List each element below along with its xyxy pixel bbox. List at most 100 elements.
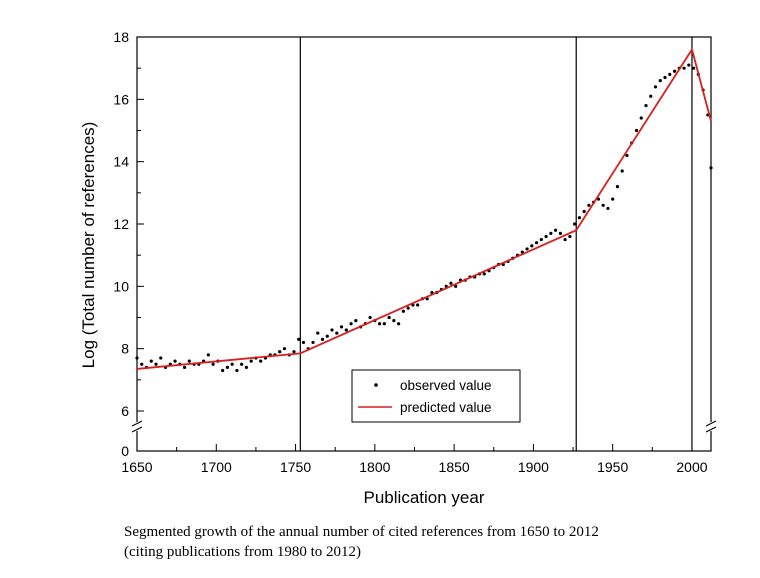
observed-point: [292, 350, 296, 354]
observed-point: [534, 241, 539, 245]
plot-area: 0 6 8 10 12 14 16 18 1650 1700 1750 1800 1850 1900 195…: [113, 29, 717, 475]
legend-predicted-label: predicted value: [400, 400, 492, 415]
observed-point: [401, 309, 405, 313]
predicted-line: [136, 47, 712, 370]
observed-point: [454, 284, 458, 288]
observed-point: [658, 79, 662, 83]
y-tick-label: 12: [113, 216, 129, 232]
observed-point: [709, 166, 713, 170]
observed-point: [691, 66, 696, 70]
observed-point: [349, 322, 353, 326]
observed-point: [582, 209, 586, 214]
observed-point: [382, 322, 386, 326]
observed-point: [339, 325, 344, 329]
observed-point: [520, 250, 524, 254]
observed-point: [392, 319, 396, 323]
observed-point: [135, 356, 139, 360]
observed-point: [235, 368, 239, 373]
observed-point: [173, 359, 177, 363]
observed-point: [225, 365, 229, 369]
observed-point: [682, 66, 686, 70]
observed-point: [325, 334, 329, 338]
observed-point: [672, 69, 677, 73]
observed-point: [149, 359, 153, 363]
observed-point: [668, 72, 672, 76]
observed-point: [368, 315, 372, 320]
y-tick-label: 10: [113, 278, 129, 294]
axis-break-mark-bottom-2: [705, 426, 717, 433]
legend-observed-marker: [374, 383, 378, 387]
observed-point: [544, 234, 548, 239]
observed-point: [587, 203, 591, 207]
x-tick-label: 1800: [359, 459, 390, 475]
x-tick-label: 1700: [201, 459, 232, 475]
legend-observed-label: observed value: [400, 378, 492, 393]
observed-point: [644, 103, 648, 108]
observed-point: [577, 216, 581, 220]
observed-point: [221, 368, 225, 373]
observed-point: [154, 362, 158, 366]
observed-point: [320, 337, 325, 341]
observed-point: [301, 340, 306, 345]
observed-point: [378, 322, 382, 326]
y-tick-label: 14: [113, 154, 129, 170]
observed-point: [416, 303, 420, 307]
observed-point: [406, 306, 410, 310]
axis-break-mark-top-1: [131, 420, 143, 427]
x-tick-label: 1900: [518, 459, 549, 475]
caption-line-1: Segmented growth of the annual number of…: [124, 524, 599, 540]
observed-point: [573, 222, 577, 226]
observed-point: [397, 322, 401, 326]
observed-point: [282, 347, 287, 351]
observed-point: [187, 359, 191, 363]
y-axis-title: Log (Total number of references): [79, 122, 98, 369]
observed-point: [615, 185, 620, 189]
y-axis-title-text: Log (Total number of references): [79, 122, 98, 369]
y-tick-label: 6: [121, 403, 129, 419]
legend-box: [351, 369, 521, 423]
y-tick-label: 0: [121, 443, 129, 459]
caption-line-2: (citing publications from 1980 to 2012): [124, 544, 362, 560]
observed-point: [259, 359, 263, 363]
observed-point: [625, 153, 629, 158]
observed-point: [211, 362, 215, 366]
observed-point: [387, 315, 391, 320]
legend: observed value predicted value: [351, 369, 521, 423]
axis-break-mark-bottom-1: [131, 426, 143, 433]
observed-point: [558, 231, 562, 235]
observed-point: [634, 128, 639, 133]
y-tick-label: 18: [113, 29, 129, 45]
observed-point: [549, 231, 553, 235]
observed-point: [639, 116, 643, 120]
plot-frame: [136, 36, 712, 452]
chart: Log (Total number of references) Publica…: [79, 29, 717, 507]
observed-point: [159, 356, 163, 360]
y-tick-label: 8: [121, 341, 129, 357]
observed-point: [316, 331, 320, 335]
observed-point: [330, 328, 334, 332]
axis-break-gap-2: [706, 422, 716, 431]
observed-point: [240, 362, 244, 366]
observed-point: [354, 319, 358, 323]
observed-point: [606, 206, 610, 211]
observed-point: [653, 85, 658, 89]
observed-point: [449, 281, 453, 285]
observed-point: [335, 331, 339, 335]
x-tick-label: 1950: [597, 459, 628, 475]
figure-caption: Segmented growth of the annual number of…: [124, 522, 734, 562]
observed-point: [687, 63, 691, 67]
observed-point: [344, 328, 348, 332]
observed-point: [311, 340, 315, 345]
observed-point: [649, 94, 653, 98]
observed-point: [563, 237, 567, 242]
observed-point: [568, 234, 572, 239]
observed-point: [663, 75, 667, 80]
observed-point: [525, 247, 529, 251]
observed-point: [140, 362, 144, 366]
x-axis-title: Publication year: [364, 488, 485, 507]
observed-point: [554, 228, 558, 232]
observed-point: [230, 362, 234, 366]
axis-break-gap-1: [132, 422, 142, 431]
observed-point: [482, 272, 486, 276]
observed-point: [611, 197, 615, 201]
